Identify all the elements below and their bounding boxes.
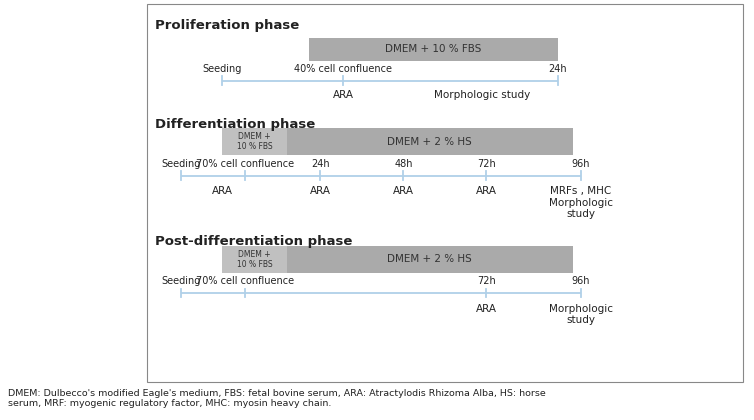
Text: 40% cell confluence: 40% cell confluence bbox=[294, 63, 392, 73]
Text: ARA: ARA bbox=[476, 304, 497, 314]
Text: MRFs , MHC
Morphologic
study: MRFs , MHC Morphologic study bbox=[549, 186, 612, 219]
Text: 24h: 24h bbox=[311, 159, 329, 169]
Text: Seeding: Seeding bbox=[161, 159, 201, 169]
Bar bbox=[287, 246, 573, 273]
Text: Post-differentiation phase: Post-differentiation phase bbox=[155, 235, 352, 248]
Bar bbox=[147, 4, 743, 382]
Text: DMEM + 2 % HS: DMEM + 2 % HS bbox=[388, 255, 472, 264]
Text: Seeding: Seeding bbox=[203, 63, 242, 73]
Text: Morphologic study: Morphologic study bbox=[434, 90, 531, 100]
Text: Morphologic
study: Morphologic study bbox=[549, 304, 612, 325]
Text: DMEM + 10 % FBS: DMEM + 10 % FBS bbox=[385, 45, 482, 54]
Text: DMEM + 2 % HS: DMEM + 2 % HS bbox=[388, 137, 472, 147]
Text: 48h: 48h bbox=[394, 159, 412, 169]
Text: ARA: ARA bbox=[393, 186, 414, 196]
Text: ARA: ARA bbox=[333, 90, 354, 100]
Text: DMEM: Dulbecco's modified Eagle's medium, FBS: fetal bovine serum, ARA: Atractyl: DMEM: Dulbecco's modified Eagle's medium… bbox=[8, 388, 545, 408]
Text: Differentiation phase: Differentiation phase bbox=[155, 118, 315, 131]
Bar bbox=[309, 38, 558, 61]
Text: ARA: ARA bbox=[212, 186, 233, 196]
Text: 72h: 72h bbox=[477, 159, 495, 169]
Text: ARA: ARA bbox=[476, 186, 497, 196]
Text: 72h: 72h bbox=[477, 276, 495, 286]
Bar bbox=[222, 246, 287, 273]
Text: 24h: 24h bbox=[549, 63, 567, 73]
Text: 96h: 96h bbox=[572, 276, 590, 286]
Bar bbox=[222, 128, 287, 155]
Text: 70% cell confluence: 70% cell confluence bbox=[196, 276, 294, 286]
Bar bbox=[287, 128, 573, 155]
Text: 96h: 96h bbox=[572, 159, 590, 169]
Text: DMEM +
10 % FBS: DMEM + 10 % FBS bbox=[237, 249, 272, 269]
Text: Proliferation phase: Proliferation phase bbox=[155, 19, 299, 32]
Text: ARA: ARA bbox=[310, 186, 331, 196]
Text: DMEM +
10 % FBS: DMEM + 10 % FBS bbox=[237, 132, 272, 152]
Text: Seeding: Seeding bbox=[161, 276, 201, 286]
Text: 70% cell confluence: 70% cell confluence bbox=[196, 159, 294, 169]
